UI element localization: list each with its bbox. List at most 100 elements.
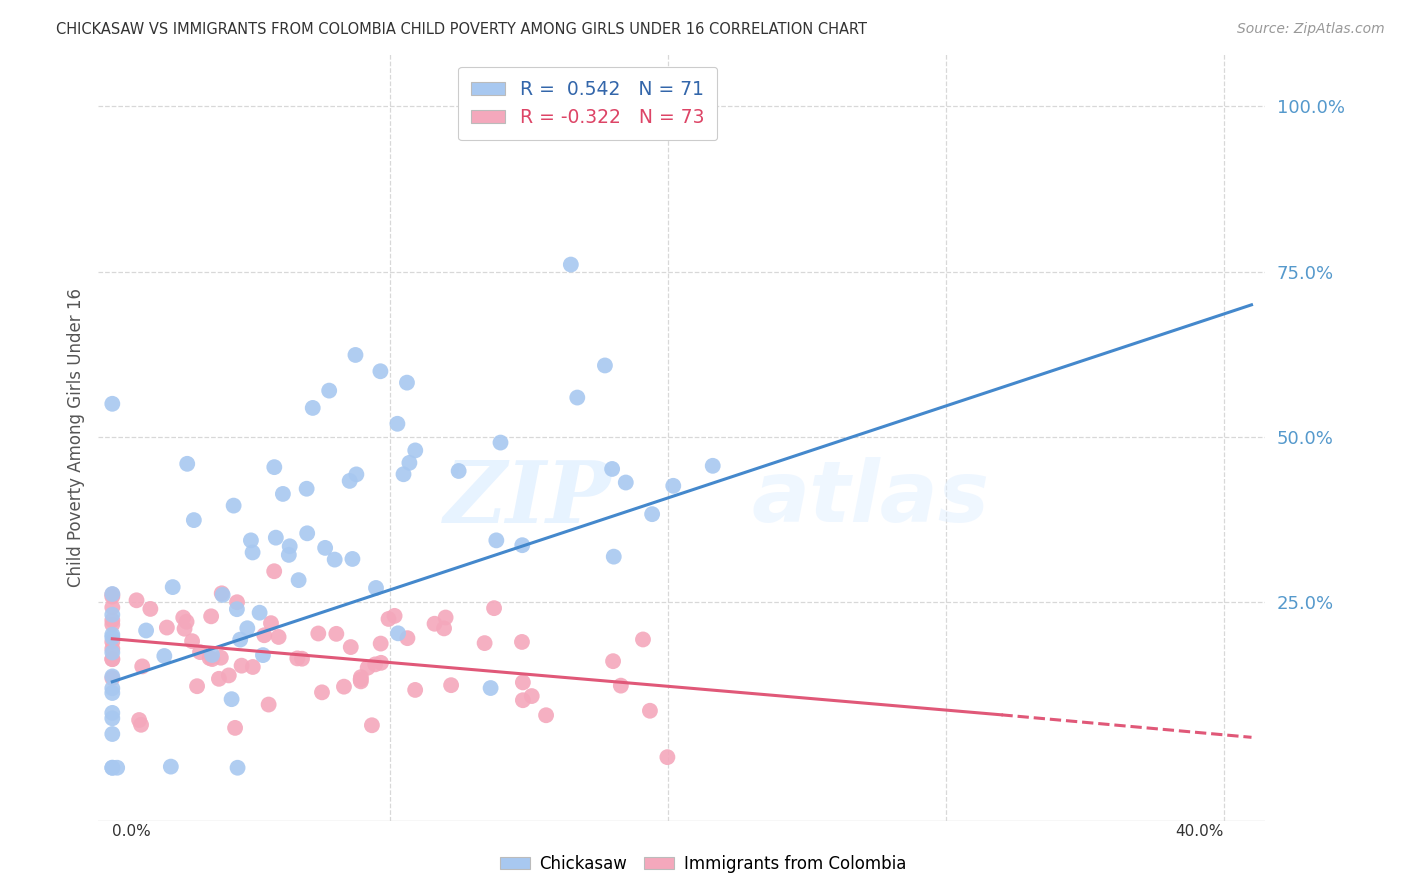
Point <box>307 626 329 640</box>
Point <box>323 552 346 566</box>
Point <box>252 648 274 662</box>
Point <box>101 631 124 645</box>
Point <box>510 635 533 649</box>
Point <box>433 621 456 635</box>
Point <box>242 545 264 559</box>
Point <box>398 456 420 470</box>
Point <box>510 538 533 552</box>
Point <box>101 681 124 696</box>
Text: ZIP: ZIP <box>444 457 612 541</box>
Point <box>260 616 283 631</box>
Point <box>593 359 616 373</box>
Point <box>638 704 661 718</box>
Point <box>183 513 205 527</box>
Text: CHICKASAW VS IMMIGRANTS FROM COLOMBIA CHILD POVERTY AMONG GIRLS UNDER 16 CORRELA: CHICKASAW VS IMMIGRANTS FROM COLOMBIA CH… <box>56 22 868 37</box>
Point <box>311 685 333 699</box>
Text: atlas: atlas <box>752 457 990 540</box>
Point <box>602 654 624 668</box>
Point <box>603 549 626 564</box>
Point <box>101 635 124 649</box>
Point <box>333 680 356 694</box>
Text: 0.0%: 0.0% <box>112 824 150 839</box>
Point <box>364 581 387 595</box>
Point <box>209 650 232 665</box>
Point <box>339 474 361 488</box>
Point <box>641 507 664 521</box>
Point <box>364 657 387 672</box>
Point <box>485 533 508 548</box>
Point <box>263 460 285 475</box>
Point <box>395 376 418 390</box>
Point <box>160 759 183 773</box>
Point <box>101 686 124 700</box>
Point <box>186 679 208 693</box>
Point <box>101 607 124 622</box>
Point <box>231 658 253 673</box>
Point <box>342 552 364 566</box>
Point <box>377 612 399 626</box>
Point <box>287 573 309 587</box>
Point <box>534 708 557 723</box>
Point <box>249 606 271 620</box>
Point <box>295 482 318 496</box>
Point <box>101 646 124 660</box>
Point <box>101 627 124 641</box>
Y-axis label: Child Poverty Among Girls Under 16: Child Poverty Among Girls Under 16 <box>66 287 84 587</box>
Point <box>489 435 512 450</box>
Point <box>101 711 124 725</box>
Point <box>200 609 222 624</box>
Text: Source: ZipAtlas.com: Source: ZipAtlas.com <box>1237 22 1385 37</box>
Point <box>201 648 224 662</box>
Point <box>396 631 419 645</box>
Point <box>301 401 323 415</box>
Point <box>423 616 446 631</box>
Point <box>512 675 534 690</box>
Point <box>222 499 245 513</box>
Point <box>226 761 249 775</box>
Point <box>156 621 179 635</box>
Point <box>101 588 124 602</box>
Point <box>404 443 426 458</box>
Point <box>236 621 259 635</box>
Point <box>434 610 457 624</box>
Point <box>482 601 505 615</box>
Point <box>370 364 392 378</box>
Point <box>101 727 124 741</box>
Point <box>101 587 124 601</box>
Point <box>253 628 276 642</box>
Point <box>361 718 384 732</box>
Point <box>101 761 124 775</box>
Point <box>101 652 124 666</box>
Point <box>105 761 128 775</box>
Point <box>101 397 124 411</box>
Point <box>357 661 380 675</box>
Point <box>257 698 280 712</box>
Point <box>139 602 162 616</box>
Point <box>173 622 195 636</box>
Point <box>447 464 470 478</box>
Point <box>101 671 124 685</box>
Legend: Chickasaw, Immigrants from Colombia: Chickasaw, Immigrants from Colombia <box>494 848 912 880</box>
Point <box>172 610 194 624</box>
Point <box>101 706 124 720</box>
Point <box>101 641 124 656</box>
Point <box>344 467 367 482</box>
Point <box>125 593 148 607</box>
Point <box>162 580 184 594</box>
Point <box>218 668 240 682</box>
Point <box>662 479 685 493</box>
Point <box>339 640 361 654</box>
Point <box>181 634 204 648</box>
Point <box>271 487 294 501</box>
Point <box>600 462 623 476</box>
Point <box>208 672 231 686</box>
Point <box>239 533 262 548</box>
Point <box>131 659 153 673</box>
Legend: R =  0.542   N = 71, R = -0.322   N = 73: R = 0.542 N = 71, R = -0.322 N = 73 <box>458 67 717 140</box>
Point <box>226 595 249 609</box>
Point <box>263 564 285 578</box>
Point <box>474 636 496 650</box>
Point <box>211 586 233 600</box>
Point <box>225 602 247 616</box>
Point <box>211 588 233 602</box>
